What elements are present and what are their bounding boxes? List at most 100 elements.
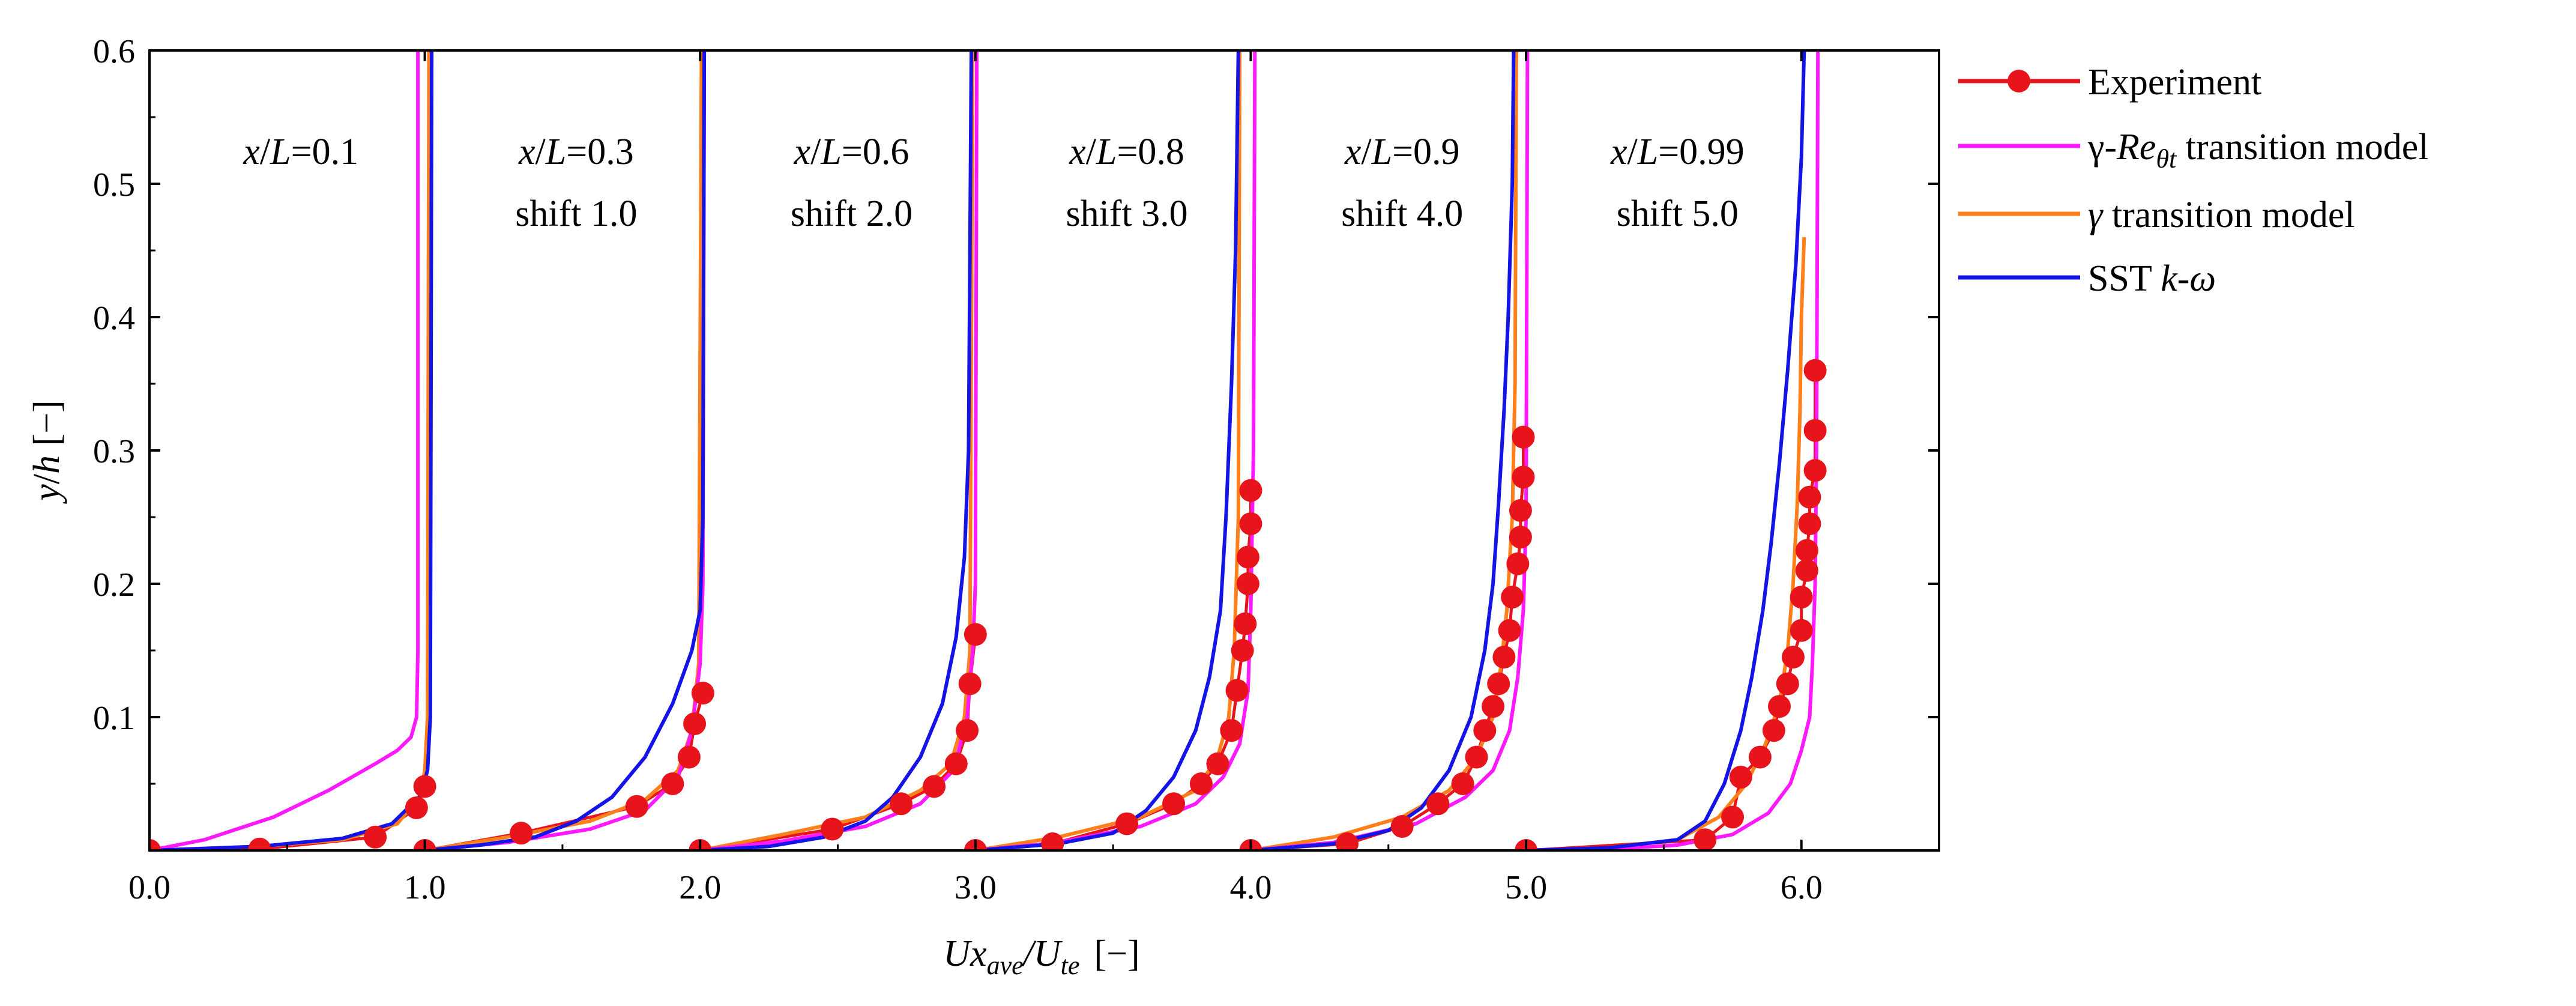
y-tick-label: 0.6 [93,33,135,70]
legend-entry-sst: SST k-ω [1958,258,2216,299]
experiment-point [1803,359,1827,382]
experiment-point [1390,815,1414,838]
svg-text:SST k-ω: SST k-ω [2088,258,2216,299]
experiment-point [1501,586,1524,609]
station-5 [1515,50,1827,850]
experiment-point [1721,805,1745,829]
experiment-point [1239,479,1262,502]
experiment-point [1162,792,1186,816]
station-3 [964,50,1262,850]
experiment-point [1798,485,1821,509]
experiment-point [1781,646,1805,669]
experiment-point [1512,425,1535,449]
experiment-point [1234,612,1257,635]
experiment-point [1776,672,1799,695]
experiment-point [1236,545,1259,569]
svg-text:γ transition model: γ transition model [2088,195,2355,235]
experiment-point [1694,828,1717,850]
sst-line [700,50,973,850]
station-shift-label: shift 1.0 [515,193,637,234]
experiment-point [1487,672,1510,695]
experiment-point [1506,552,1530,575]
experiment-point [1798,512,1821,536]
experiment-point [890,792,913,816]
experiment-point [1790,619,1813,642]
experiment-point [944,752,968,775]
experiment-point [964,623,987,646]
experiment-line [699,634,977,850]
experiment-point [1509,498,1532,522]
x-tick-label: 4.0 [1229,869,1271,906]
experiment-point [1729,765,1752,789]
experiment-point [1236,572,1259,595]
experiment-line [1250,437,1525,850]
experiment-point [1231,639,1254,662]
station-shift-label: shift 3.0 [1066,193,1187,234]
experiment-point [1225,679,1249,702]
sst-line [975,50,1240,850]
experiment-point [1220,719,1243,742]
experiment-point [1803,459,1827,482]
experiment-point [1473,719,1497,742]
experiment-point [1512,465,1535,489]
svg-text:γ-Reθt transition model: γ-Reθt transition model [2087,127,2428,174]
experiment-point [1790,586,1813,609]
experiment-point [956,719,979,742]
experiment-point [958,672,982,695]
x-axis-title: Uxave/Ute [−] [943,933,1139,980]
station-label: x/L=0.1 [243,132,358,172]
experiment-point [1795,539,1818,562]
experiment-point [1509,526,1532,549]
experiment-point [413,775,436,798]
y-tick-label: 0.1 [93,700,135,737]
experiment-point [625,795,648,818]
y-tick-label: 0.4 [93,300,135,337]
y-tick-label: 0.2 [93,566,135,604]
experiment-point [1189,772,1213,795]
experiment-point [691,682,714,705]
tick-layer: 0.0 1.0 2.0 3.0 4.0 5.0 6.0 0.1 0.2 0.3 0.4 0.5 0.6 [93,33,1939,906]
experiment-point [248,837,271,850]
sst-line [1250,50,1516,850]
station-label: x/L=0.3 [518,132,634,172]
gamma-re-line [149,50,420,850]
experiment-point [1492,646,1516,669]
legend: Experiment γ-Reθt transition model γ tra… [1958,62,2428,299]
station-label: x/L=0.8 [1069,132,1184,172]
experiment-point [1803,419,1827,442]
station-shift-label: shift 2.0 [791,193,912,234]
svg-text:Experiment: Experiment [2088,62,2261,103]
x-tick-label: 1.0 [404,869,446,906]
x-tick-label: 6.0 [1781,869,1823,906]
experiment-point [1451,772,1474,795]
experiment-point [1426,792,1450,816]
station-label: x/L=0.9 [1344,132,1460,172]
x-tick-label: 2.0 [679,869,721,906]
y-tick-label: 0.3 [93,433,135,470]
experiment-point [1482,695,1505,718]
x-tick-label: 3.0 [955,869,997,906]
experiment-point [1465,745,1488,769]
x-tick-label: 0.0 [128,869,170,906]
experiment-point [1335,832,1359,850]
experiment-point [1762,719,1785,742]
experiment-point [405,796,428,819]
experiment-point [1115,812,1139,835]
experiment-point [683,712,707,736]
experiment-point [1748,745,1772,769]
experiment-point [1795,559,1818,582]
experiment-point [821,817,844,841]
station-0 [149,50,436,850]
legend-entry-experiment: Experiment [1958,62,2261,103]
experiment-point [364,825,387,849]
experiment-point [149,839,161,850]
x-tick-label: 5.0 [1505,869,1547,906]
station-4 [1239,50,1535,850]
station-1 [413,50,714,850]
station-shift-label: shift 4.0 [1341,193,1463,234]
station-labels: x/L=0.1 x/L=0.3 shift 1.0 x/L=0.6 shift 2.0 x… [243,132,1744,234]
experiment-point [923,775,946,798]
station-label: x/L=0.6 [794,132,909,172]
